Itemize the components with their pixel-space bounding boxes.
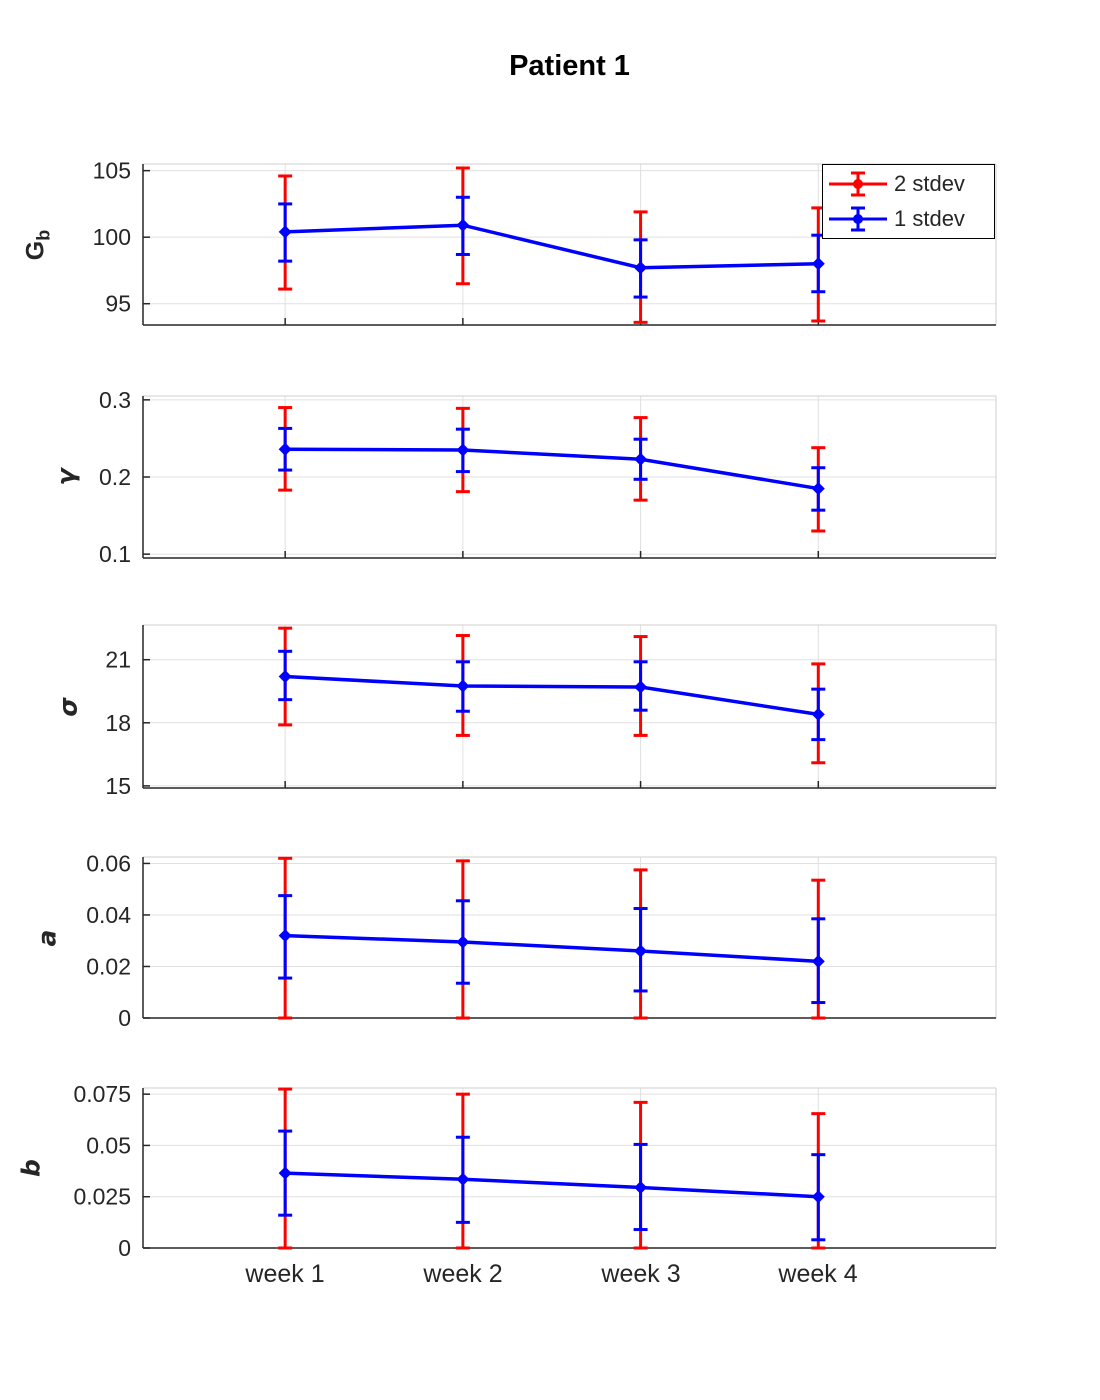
mean-marker [634, 452, 648, 466]
grid-lines [143, 396, 996, 558]
errorbars-1stdev [278, 894, 826, 1005]
y-tick-label: 0.1 [99, 541, 131, 567]
mean-marker [456, 679, 470, 693]
axis-box [142, 856, 997, 1019]
axis-box [142, 395, 997, 559]
y-tick-label: 0.04 [86, 902, 131, 928]
y-tick-label: 0 [118, 1235, 131, 1261]
errorbars-2stdev [278, 1087, 826, 1250]
x-tick-label-week2: week 2 [423, 1260, 503, 1288]
legend-label-1stdev: 1 stdev [894, 205, 965, 231]
errorbars-2stdev [278, 626, 826, 765]
y-tick-labels: 0 0.02 0.04 0.06 [86, 850, 131, 1031]
subplot-a: 0 0.02 0.04 0.06 [86, 850, 997, 1031]
y-tick-label: 0.025 [73, 1184, 131, 1210]
mean-line [285, 933, 819, 964]
legend: 2 stdev 1 stdev [822, 164, 995, 239]
mean-markers [278, 670, 825, 721]
mean-marker [811, 257, 825, 271]
y-tick-labels: 95 100 105 [93, 158, 131, 317]
y-tick-label: 0.3 [99, 387, 131, 413]
errorbar-2stdev-icon [829, 171, 887, 197]
mean-marker [634, 680, 648, 694]
subplot-b: 0 0.025 0.05 0.075 [73, 1081, 997, 1261]
y-tick-label: 100 [93, 224, 131, 250]
legend-entry-2stdev: 2 stdev [827, 168, 990, 200]
mean-marker [811, 707, 825, 721]
y-axis-label-gamma: γ [51, 468, 81, 486]
y-tick-label: 15 [105, 773, 131, 799]
y-tick-label: 0.05 [86, 1132, 131, 1158]
mean-markers [278, 442, 825, 496]
mean-marker [456, 218, 470, 232]
subplot-gamma: 0.1 0.2 0.3 [99, 387, 997, 567]
y-tick-label: 0.06 [86, 850, 131, 876]
x-tick-label-week3: week 3 [601, 1260, 681, 1288]
y-tick-labels: 15 18 21 [105, 647, 131, 799]
legend-entry-1stdev: 1 stdev [827, 203, 990, 235]
errorbar-1stdev-icon [829, 206, 887, 232]
axis-box [142, 624, 997, 789]
y-tick-label: 18 [105, 710, 131, 736]
errorbars-1stdev [278, 426, 826, 512]
mean-marker [278, 225, 292, 239]
mean-markers [278, 1166, 825, 1204]
y-tick-label: 0 [118, 1005, 131, 1031]
mean-marker [811, 1190, 825, 1204]
y-tick-label: 0.02 [86, 953, 131, 979]
subplot-sigma: 15 18 21 [105, 624, 997, 799]
errorbars-1stdev [278, 649, 826, 742]
mean-marker [811, 482, 825, 496]
y-axis-label-b: b [16, 1159, 46, 1177]
y-tick-label: 21 [105, 647, 131, 673]
legend-label-2stdev: 2 stdev [894, 171, 965, 197]
x-tick-label-week1: week 1 [245, 1260, 325, 1288]
mean-marker [811, 954, 825, 968]
mean-marker [634, 944, 648, 958]
y-axis-label-gb-sub: b [33, 229, 54, 241]
mean-marker [456, 935, 470, 949]
y-tick-label: 105 [93, 158, 131, 184]
mean-marker [278, 442, 292, 456]
y-tick-labels: 0 0.025 0.05 0.075 [73, 1081, 131, 1261]
y-axis-label-gb-main: G [21, 240, 50, 261]
y-axis-label-a: a [32, 929, 62, 947]
mean-marker [634, 1180, 648, 1194]
grid-lines [143, 857, 996, 1019]
mean-marker [278, 670, 292, 684]
grid-lines [143, 1088, 996, 1249]
mean-marker [634, 261, 648, 275]
y-tick-label: 95 [105, 291, 131, 317]
chart-title: Patient 1 [509, 50, 630, 82]
mean-marker [278, 929, 292, 943]
mean-line [285, 1171, 819, 1199]
y-tick-label: 0.2 [99, 464, 131, 490]
grid-lines [143, 625, 996, 788]
y-tick-label: 0.075 [73, 1081, 131, 1107]
mean-line [285, 223, 819, 270]
mean-marker [456, 443, 470, 457]
mean-line [285, 674, 819, 717]
errorbars-2stdev [278, 406, 826, 533]
mean-line [285, 447, 819, 491]
y-axis-label-gb: Gb [22, 230, 55, 260]
axis-box [142, 1087, 997, 1249]
mean-markers [278, 929, 825, 968]
y-tick-labels: 0.1 0.2 0.3 [99, 387, 131, 567]
mean-marker [278, 1166, 292, 1180]
mean-marker [456, 1172, 470, 1186]
errorbars-1stdev [278, 1129, 826, 1242]
y-axis-label-sigma: σ [53, 697, 83, 717]
mean-markers [278, 218, 825, 275]
x-tick-label-week4: week 4 [778, 1260, 858, 1288]
